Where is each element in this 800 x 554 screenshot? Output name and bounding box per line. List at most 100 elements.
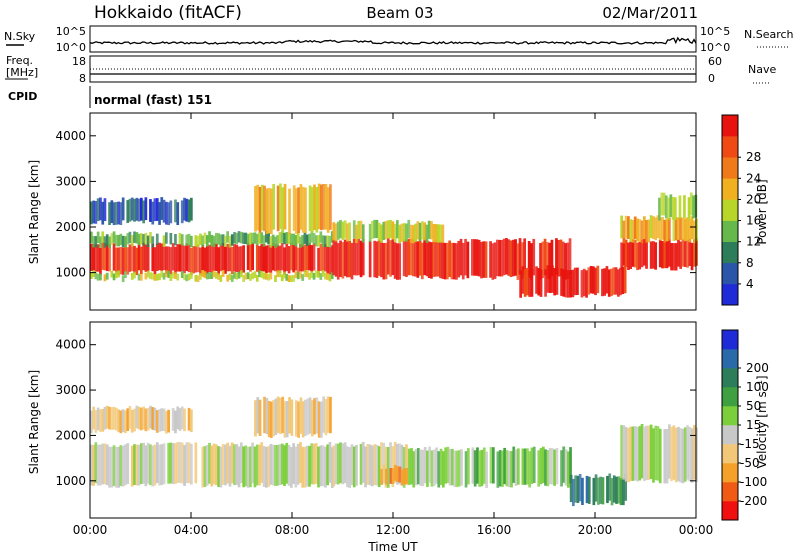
cell-band-3 <box>187 199 191 223</box>
cell-band-2 <box>326 396 330 433</box>
cell-band-3 <box>391 446 395 487</box>
cell-band-5 <box>471 447 475 484</box>
cell-band-3 <box>160 197 164 220</box>
cell-band-0 <box>217 247 220 275</box>
cell-band-1 <box>115 407 118 431</box>
cell-band-5 <box>542 446 545 483</box>
cell-band-0 <box>180 243 184 272</box>
cell-band-3 <box>400 444 404 486</box>
cell-band-9 <box>627 216 630 239</box>
cell-band-2 <box>315 235 318 247</box>
colorbar-swatch-3 <box>722 220 738 242</box>
cell-band-2 <box>283 401 287 438</box>
cell-band-2 <box>149 232 152 244</box>
cell-band-0 <box>153 247 157 275</box>
cell-band-1 <box>176 273 180 281</box>
cell-band-0 <box>92 445 95 486</box>
cell-band-5 <box>493 242 497 279</box>
cell-band-1 <box>155 273 159 281</box>
cell-band-1 <box>283 271 286 279</box>
nave-label: Nave <box>748 63 776 76</box>
cell-band-0 <box>174 246 177 275</box>
cell-band-2 <box>276 235 279 247</box>
colorbar-tick-label-5: 50 <box>746 399 761 413</box>
cell-band-2 <box>258 232 261 244</box>
cell-band-3 <box>332 445 336 487</box>
cell-band-4 <box>276 185 280 232</box>
cell-band-0 <box>219 446 223 488</box>
cell-band-2 <box>290 233 293 245</box>
colorbar-swatch-3 <box>722 444 738 464</box>
cell-band-0 <box>271 444 275 486</box>
cell-band-1 <box>199 273 202 280</box>
cell-band-8 <box>686 240 689 268</box>
cell-band-1 <box>128 406 132 429</box>
cell-band-0 <box>180 442 184 484</box>
cell-band-0 <box>317 446 320 488</box>
cell-band-0 <box>265 245 268 273</box>
cell-band-0 <box>328 442 332 483</box>
cell-band-7 <box>690 428 694 483</box>
cell-band-4 <box>272 184 275 230</box>
cell-band-2 <box>246 233 250 246</box>
cell-band-1 <box>194 274 198 282</box>
cell-band-0 <box>255 444 259 486</box>
cell-band-4 <box>382 464 386 481</box>
cell-band-1 <box>110 407 114 430</box>
cell-band-5 <box>386 238 390 275</box>
velocity-colorbar-label: Velocity [m s⁻¹] <box>755 375 769 468</box>
cell-band-0 <box>92 244 95 272</box>
colorbar-tick-label-0: -200 <box>740 494 767 508</box>
cell-band-1 <box>90 272 93 279</box>
cell-band-1 <box>140 273 143 281</box>
cell-band-3 <box>92 200 95 224</box>
cell-band-10 <box>662 192 666 216</box>
cell-band-3 <box>155 198 159 221</box>
cell-band-9 <box>683 218 687 242</box>
colorbar-swatch-1 <box>722 482 738 502</box>
cell-band-5 <box>446 242 449 280</box>
cell-band-0 <box>183 445 186 486</box>
cell-band-2 <box>205 235 209 247</box>
cell-band-3 <box>112 202 116 226</box>
cell-band-5 <box>425 239 429 277</box>
cell-band-7 <box>596 265 600 294</box>
cell-band-0 <box>326 246 329 274</box>
cell-band-0 <box>224 246 227 274</box>
nave-tick-top: 60 <box>708 55 722 68</box>
cell-band-7 <box>679 428 682 483</box>
cell-band-3 <box>359 443 363 485</box>
cell-band-5 <box>564 449 568 486</box>
cell-band-2 <box>178 232 182 245</box>
cell-band-7 <box>526 267 529 296</box>
cell-band-2 <box>94 236 98 248</box>
cell-band-0 <box>105 243 109 272</box>
cell-band-0 <box>246 242 250 270</box>
cell-band-0 <box>296 443 300 485</box>
cell-band-5 <box>380 240 383 278</box>
cell-band-6 <box>393 223 397 242</box>
cell-band-7 <box>636 427 639 482</box>
cell-band-6 <box>427 220 431 239</box>
power-panel: 1000 2000 3000 4000 <box>55 112 698 311</box>
cell-band-0 <box>260 244 264 272</box>
cell-band-5 <box>543 238 547 276</box>
noise-right-label: N.Search <box>744 28 794 41</box>
cell-band-5 <box>484 241 488 278</box>
cell-band-0 <box>99 247 102 276</box>
cell-band-3 <box>117 201 120 225</box>
noise-tick-top-left: 10^5 <box>56 25 86 38</box>
cell-band-4 <box>267 187 271 234</box>
cell-band-5 <box>559 239 563 277</box>
cell-band-6 <box>352 220 356 239</box>
cell-band-6 <box>357 220 361 240</box>
colorbar-swatch-4 <box>722 425 738 445</box>
cell-band-5 <box>443 242 447 280</box>
cell-band-5 <box>439 448 443 486</box>
freq-label-1: Freq. <box>6 54 33 67</box>
cell-band-6 <box>439 224 442 243</box>
cell-band-1 <box>105 405 109 429</box>
cell-band-4 <box>396 466 399 482</box>
cell-band-2 <box>326 235 329 247</box>
cell-band-8 <box>654 242 657 270</box>
